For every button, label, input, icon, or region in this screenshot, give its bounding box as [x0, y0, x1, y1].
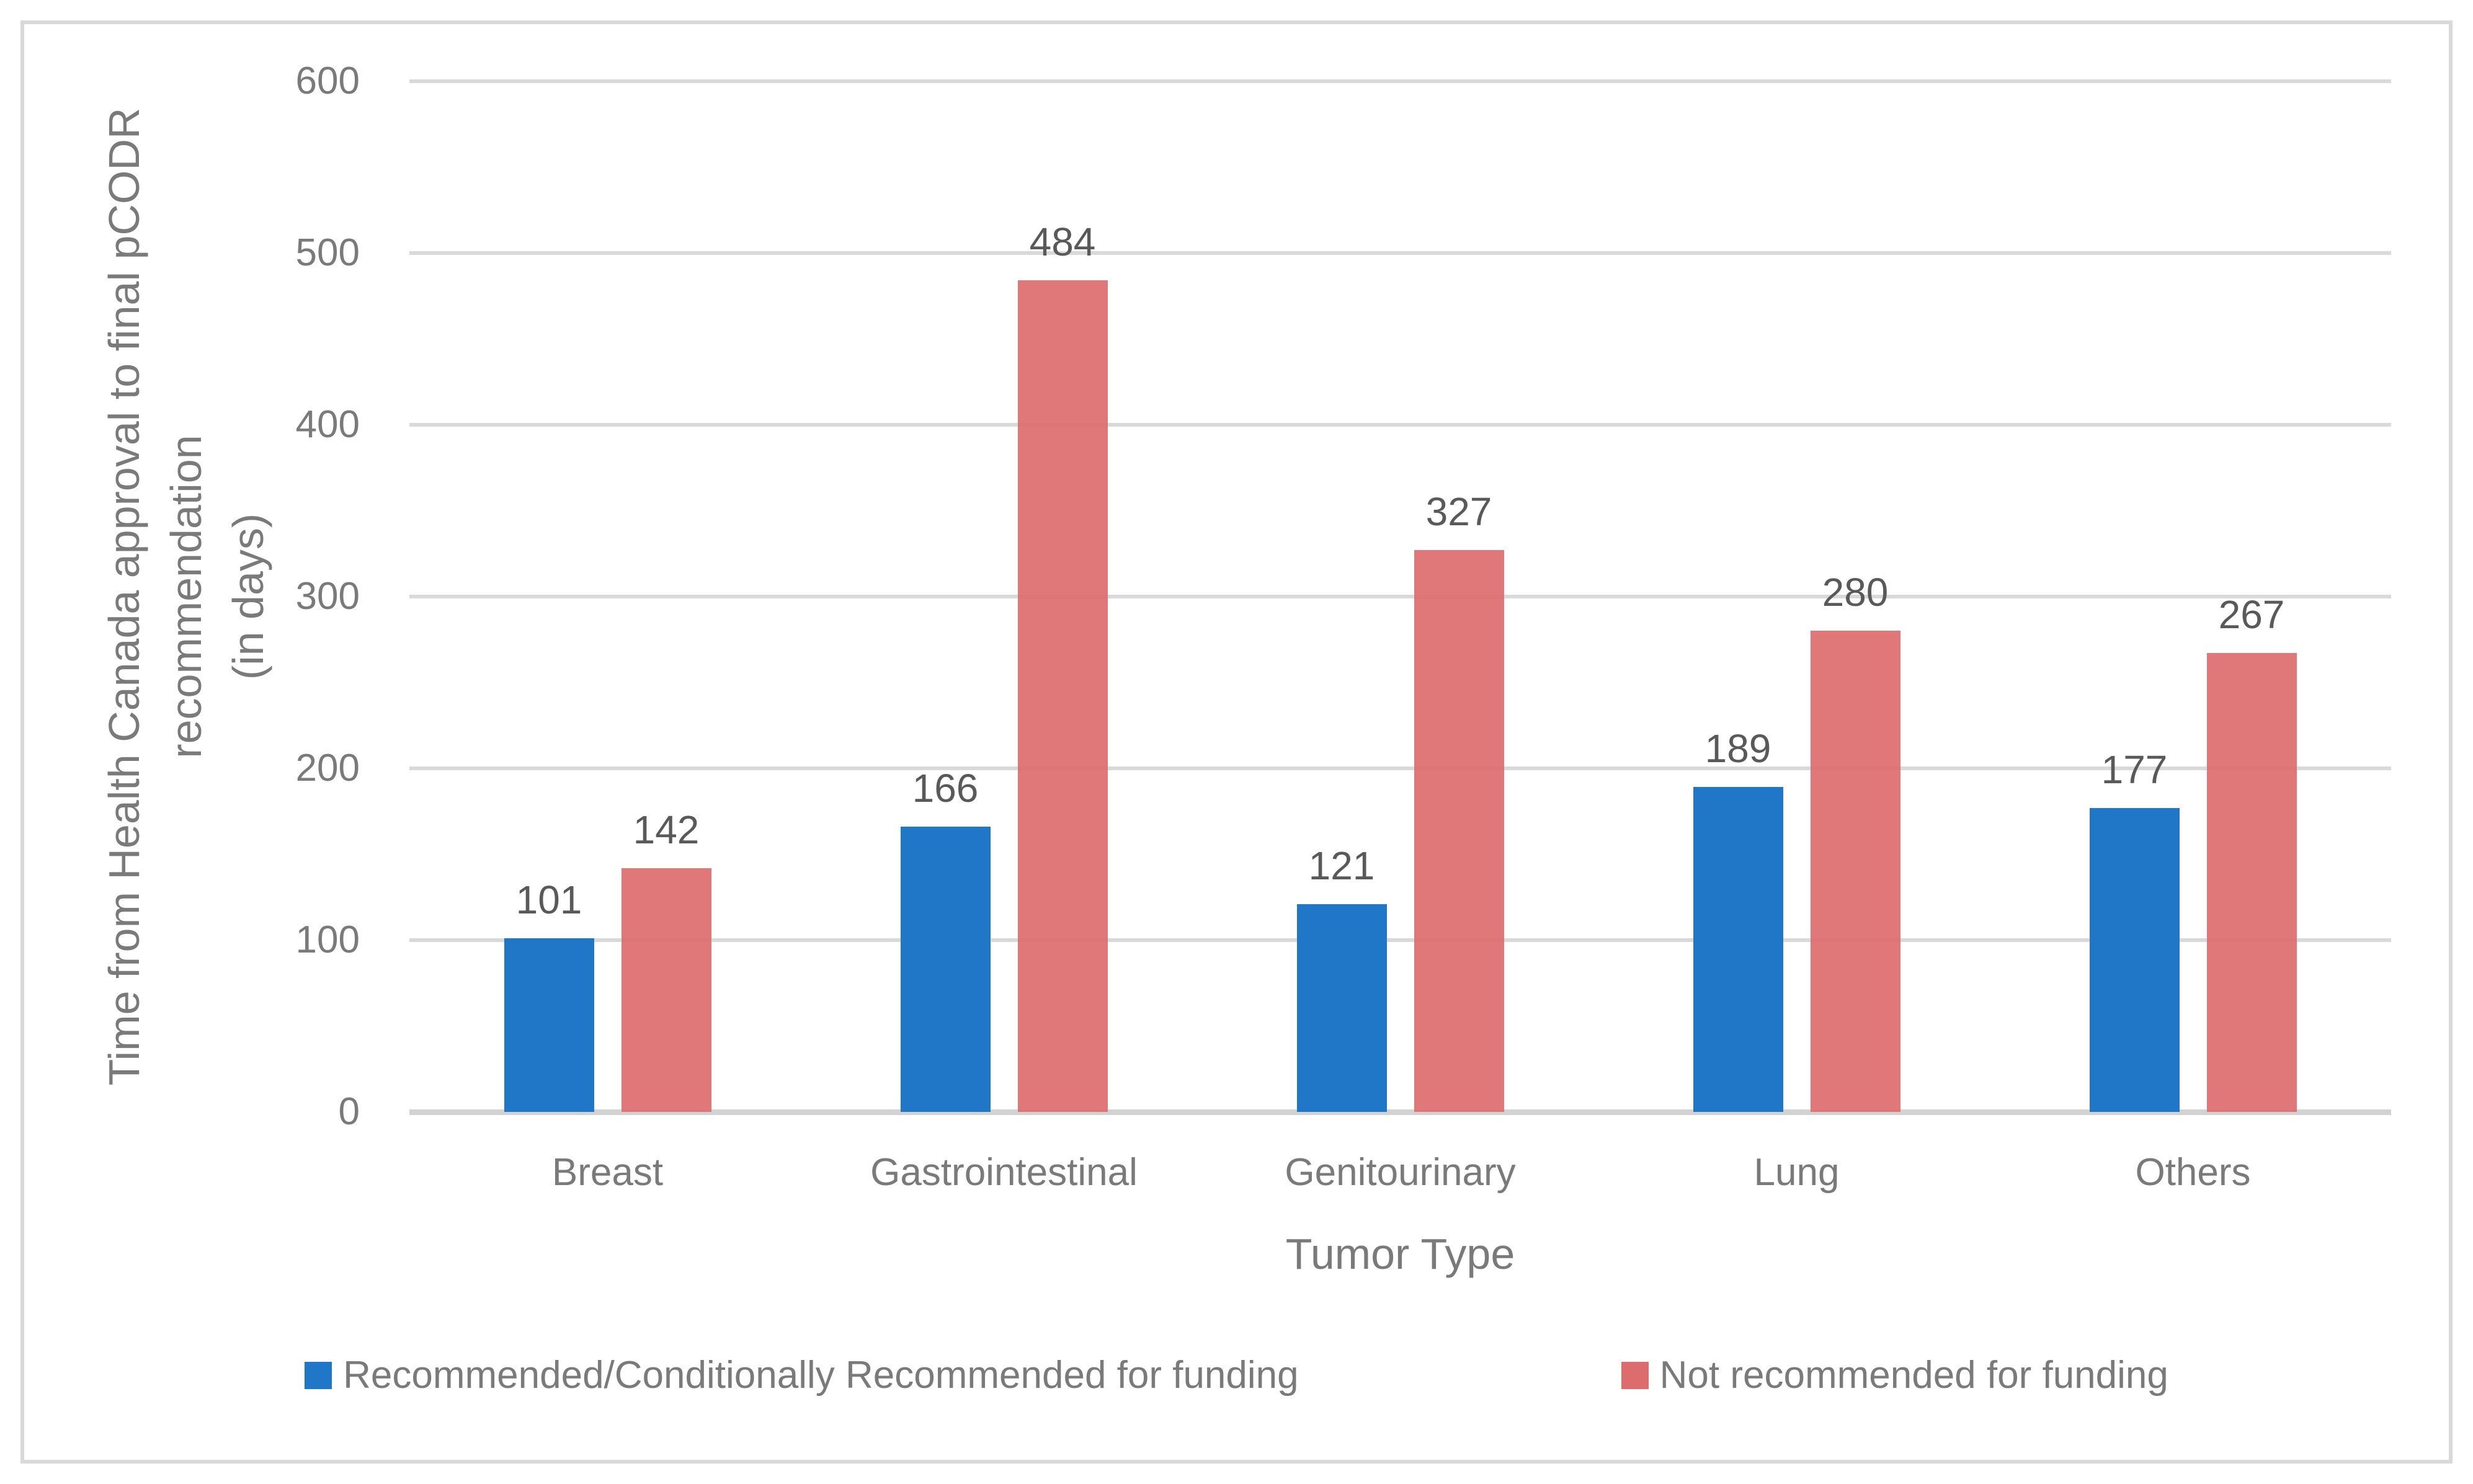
legend-swatch-icon [1621, 1362, 1649, 1389]
y-tick-label-100: 100 [295, 918, 360, 961]
data-label-breast-series1: 142 [633, 807, 700, 852]
y-tick-label-200: 200 [295, 747, 360, 789]
x-axis-line [409, 1109, 2391, 1115]
y-tick-label-400: 400 [295, 403, 360, 446]
legend: Recommended/Conditionally Recommended fo… [0, 1351, 2473, 1400]
data-label-others-series1: 267 [2218, 592, 2285, 638]
legend-item-series1: Not recommended for funding [1621, 1351, 2168, 1400]
legend-label-series0: Recommended/Conditionally Recommended fo… [343, 1354, 1299, 1397]
data-label-gastrointestinal-series0: 166 [912, 766, 979, 811]
bar-others-series0 [2089, 807, 2180, 1112]
y-axis-title-line: Time from Health Canada approval to fina… [100, 107, 148, 1086]
plot-area: 101 142 166 484 121 327 189 280 177 267 [409, 79, 2391, 1115]
x-category-label-lung: Lung [1753, 1151, 1840, 1194]
data-label-genitourinary-series1: 327 [1425, 489, 1492, 535]
bar-gastrointestinal-series1 [1017, 280, 1108, 1112]
gridline-100 [409, 938, 2391, 942]
y-tick-label-0: 0 [338, 1090, 360, 1133]
x-category-label-gastrointestinal: Gastrointestinal [870, 1151, 1138, 1194]
legend-swatch-icon [305, 1362, 332, 1389]
bar-breast-series0 [504, 938, 594, 1112]
bar-others-series1 [2206, 653, 2297, 1112]
legend-label-series1: Not recommended for funding [1659, 1354, 2168, 1397]
chart-frame-border [20, 20, 2453, 1464]
x-category-label-others: Others [2135, 1151, 2251, 1194]
bar-lung-series0 [1693, 787, 1783, 1112]
bar-gastrointestinal-series0 [900, 827, 991, 1112]
bar-genitourinary-series1 [1414, 550, 1504, 1112]
data-label-breast-series0: 101 [515, 878, 582, 923]
gridline-200 [409, 766, 2391, 770]
data-label-genitourinary-series0: 121 [1308, 843, 1375, 888]
x-category-label-genitourinary: Genitourinary [1285, 1151, 1516, 1194]
y-tick-label-300: 300 [295, 575, 360, 618]
x-category-label-breast: Breast [551, 1151, 664, 1194]
gridline-500 [409, 251, 2391, 255]
bar-genitourinary-series0 [1296, 904, 1387, 1112]
y-tick-label-600: 600 [295, 60, 360, 102]
bar-breast-series1 [621, 868, 711, 1112]
legend-item-series0: Recommended/Conditionally Recommended fo… [305, 1351, 1299, 1400]
data-label-gastrointestinal-series1: 484 [1029, 220, 1096, 265]
data-label-others-series0: 177 [2101, 747, 2168, 792]
data-label-lung-series1: 280 [1822, 570, 1889, 615]
data-label-lung-series0: 189 [1704, 726, 1771, 771]
gridline-400 [409, 423, 2391, 427]
gridline-300 [409, 595, 2391, 598]
bar-lung-series1 [1810, 631, 1900, 1112]
x-axis-title: Tumor Type [1285, 1230, 1515, 1278]
y-tick-label-500: 500 [295, 231, 360, 274]
gridline-600 [409, 79, 2391, 83]
